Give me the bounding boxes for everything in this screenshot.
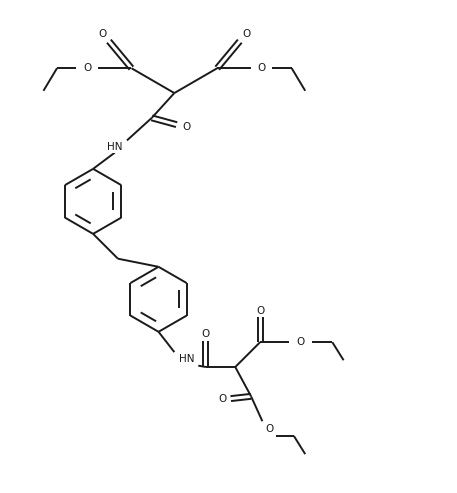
Text: O: O <box>83 63 91 73</box>
Text: O: O <box>256 306 264 316</box>
Text: O: O <box>183 122 191 132</box>
Text: HN: HN <box>179 354 195 364</box>
Text: O: O <box>265 424 273 434</box>
Text: O: O <box>202 329 210 339</box>
Text: HN: HN <box>107 142 122 152</box>
Text: O: O <box>257 63 266 73</box>
Text: O: O <box>218 393 227 404</box>
Text: O: O <box>98 30 106 39</box>
Text: O: O <box>242 30 251 39</box>
Text: O: O <box>297 337 305 347</box>
